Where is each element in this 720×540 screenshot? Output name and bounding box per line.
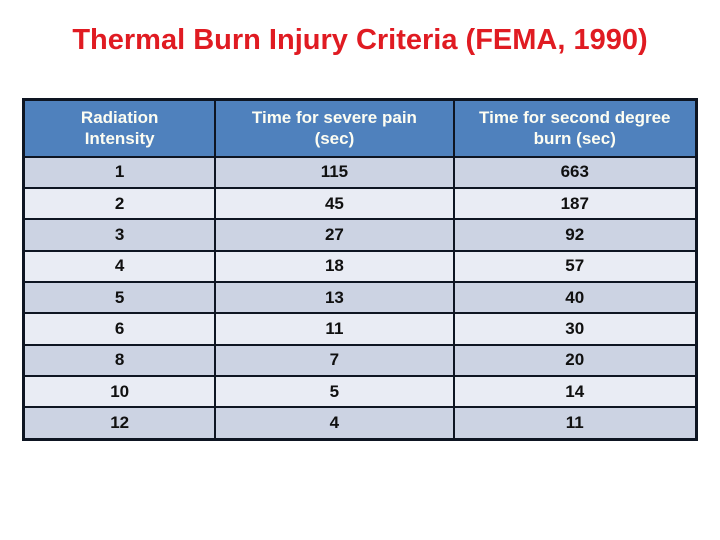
table-cell: 14 xyxy=(452,375,698,409)
table-row: 1 115 663 xyxy=(22,155,698,189)
table-row: 5 13 40 xyxy=(22,280,698,315)
column-header-severe-pain: Time for severe pain (sec) xyxy=(214,98,455,158)
table-cell: 11 xyxy=(452,406,698,441)
column-header-second-degree-burn: Time for second degree burn (sec) xyxy=(452,98,698,158)
table-cell: 187 xyxy=(452,186,698,221)
table-row: 8 7 20 xyxy=(22,343,698,378)
table-header: Radiation Intensity Time for severe pain… xyxy=(22,98,698,158)
table-cell: 8 xyxy=(22,343,217,378)
table-row: 12 4 11 xyxy=(22,406,698,441)
table-cell: 1 xyxy=(22,155,217,189)
table-cell: 13 xyxy=(214,280,455,315)
table-cell: 6 xyxy=(22,312,217,346)
table-row: 2 45 187 xyxy=(22,186,698,221)
table-row: 6 11 30 xyxy=(22,312,698,346)
table-cell: 7 xyxy=(214,343,455,378)
table-cell: 57 xyxy=(452,249,698,283)
table-cell: 12 xyxy=(22,406,217,441)
table-cell: 5 xyxy=(22,280,217,315)
table-cell: 27 xyxy=(214,218,455,252)
table-cell: 115 xyxy=(214,155,455,189)
table-cell: 30 xyxy=(452,312,698,346)
table-body: 1 115 663 2 45 187 3 27 92 4 18 57 5 13 40 6 11 30 8 7 20 10 5… xyxy=(22,155,698,441)
table-cell: 18 xyxy=(214,249,455,283)
table-cell: 5 xyxy=(214,375,455,409)
table-row: 10 5 14 xyxy=(22,375,698,409)
table-cell: 45 xyxy=(214,186,455,221)
table-cell: 11 xyxy=(214,312,455,346)
table-row: 3 27 92 xyxy=(22,218,698,252)
table-row: 4 18 57 xyxy=(22,249,698,283)
table-cell: 4 xyxy=(22,249,217,283)
burn-criteria-table: Radiation Intensity Time for severe pain… xyxy=(22,98,698,441)
table-cell: 663 xyxy=(452,155,698,189)
table-cell: 2 xyxy=(22,186,217,221)
table-cell: 20 xyxy=(452,343,698,378)
page-title: Thermal Burn Injury Criteria (FEMA, 1990… xyxy=(72,24,648,56)
table-cell: 10 xyxy=(22,375,217,409)
table-cell: 4 xyxy=(214,406,455,441)
table-header-row: Radiation Intensity Time for severe pain… xyxy=(22,98,698,158)
table-cell: 92 xyxy=(452,218,698,252)
table-cell: 40 xyxy=(452,280,698,315)
column-header-radiation-intensity: Radiation Intensity xyxy=(22,98,217,158)
table-cell: 3 xyxy=(22,218,217,252)
